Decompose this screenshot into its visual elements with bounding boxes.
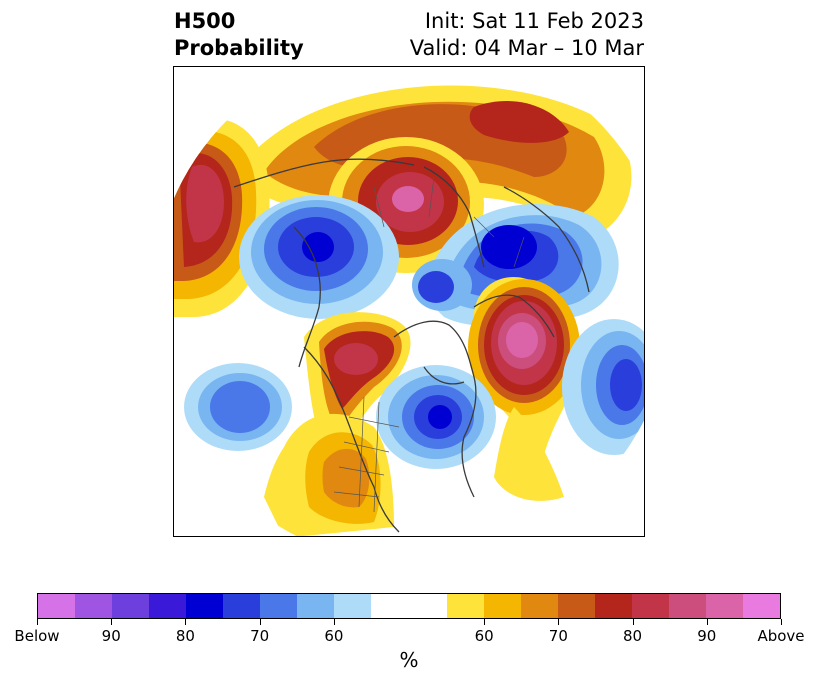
colorbar-tick <box>558 619 560 625</box>
colorbar-unit: % <box>399 648 419 672</box>
colorbar-segment <box>75 594 113 618</box>
colorbar-segment <box>334 594 372 618</box>
colorbar-neutral-segment <box>371 594 447 618</box>
colorbar-tick <box>37 619 38 625</box>
colorbar-tick-label: 60 <box>474 627 494 645</box>
colorbar-segment <box>706 594 744 618</box>
chart-title-right: Init: Sat 11 Feb 2023 Valid: 04 Mar – 10… <box>410 8 644 62</box>
above-anomaly-scandinavia <box>468 277 580 479</box>
probability-map <box>174 67 644 536</box>
colorbar-segment <box>632 594 670 618</box>
colorbar-tick-label: Below <box>14 627 60 645</box>
political-borders <box>333 176 525 513</box>
colorbar-segment <box>112 594 150 618</box>
colorbar-tick <box>333 619 335 625</box>
colorbar-segment <box>669 594 707 618</box>
colorbar-tick <box>632 619 634 625</box>
colorbar-segment <box>446 594 484 618</box>
coastlines <box>233 158 590 533</box>
colorbar-tick-label: Above <box>757 627 805 645</box>
colorbar-tick-label: 80 <box>175 627 195 645</box>
colorbar-segment <box>743 594 781 618</box>
below-anomaly-eastern-canada <box>376 365 496 469</box>
colorbar-tick-label: 90 <box>101 627 121 645</box>
colorbar-tick <box>111 619 113 625</box>
below-anomaly-east-asia <box>239 195 399 319</box>
map-panel <box>173 66 645 537</box>
colorbar-segment <box>38 594 76 618</box>
below-anomaly-north-pacific <box>184 363 292 451</box>
below-anomaly-europe <box>424 203 619 327</box>
colorbar-segment <box>223 594 261 618</box>
probability-colorbar <box>37 593 781 619</box>
title-product: Probability <box>174 36 304 60</box>
colorbar-segment <box>260 594 298 618</box>
colorbar-tick <box>706 619 708 625</box>
colorbar-tick <box>781 619 782 625</box>
above-anomaly-atlantic-plume <box>494 407 564 501</box>
colorbar-segment <box>520 594 558 618</box>
below-anomaly-mediterranean <box>412 259 472 311</box>
below-anomaly-north-atlantic <box>562 319 644 455</box>
title-init-date: Init: Sat 11 Feb 2023 <box>424 9 644 33</box>
title-valid-range: Valid: 04 Mar – 10 Mar <box>409 36 644 60</box>
colorbar-segment <box>557 594 595 618</box>
chart-title-left: H500 Probability <box>174 8 304 62</box>
colorbar-tick <box>185 619 187 625</box>
colorbar-tick-label: 70 <box>548 627 568 645</box>
title-variable: H500 <box>174 9 236 33</box>
colorbar-segment <box>483 594 521 618</box>
colorbar-tick-label: 70 <box>250 627 270 645</box>
colorbar-segment <box>149 594 187 618</box>
colorbar-segment <box>595 594 633 618</box>
above-anomaly-far-east <box>174 117 270 317</box>
colorbar-tick-label: 60 <box>324 627 344 645</box>
colorbar-segment <box>297 594 335 618</box>
colorbar-tick <box>259 619 261 625</box>
colorbar-tick-label: 80 <box>623 627 643 645</box>
colorbar-segment <box>186 594 224 618</box>
colorbar-tick-label: 90 <box>697 627 717 645</box>
colorbar-tick <box>484 619 486 625</box>
